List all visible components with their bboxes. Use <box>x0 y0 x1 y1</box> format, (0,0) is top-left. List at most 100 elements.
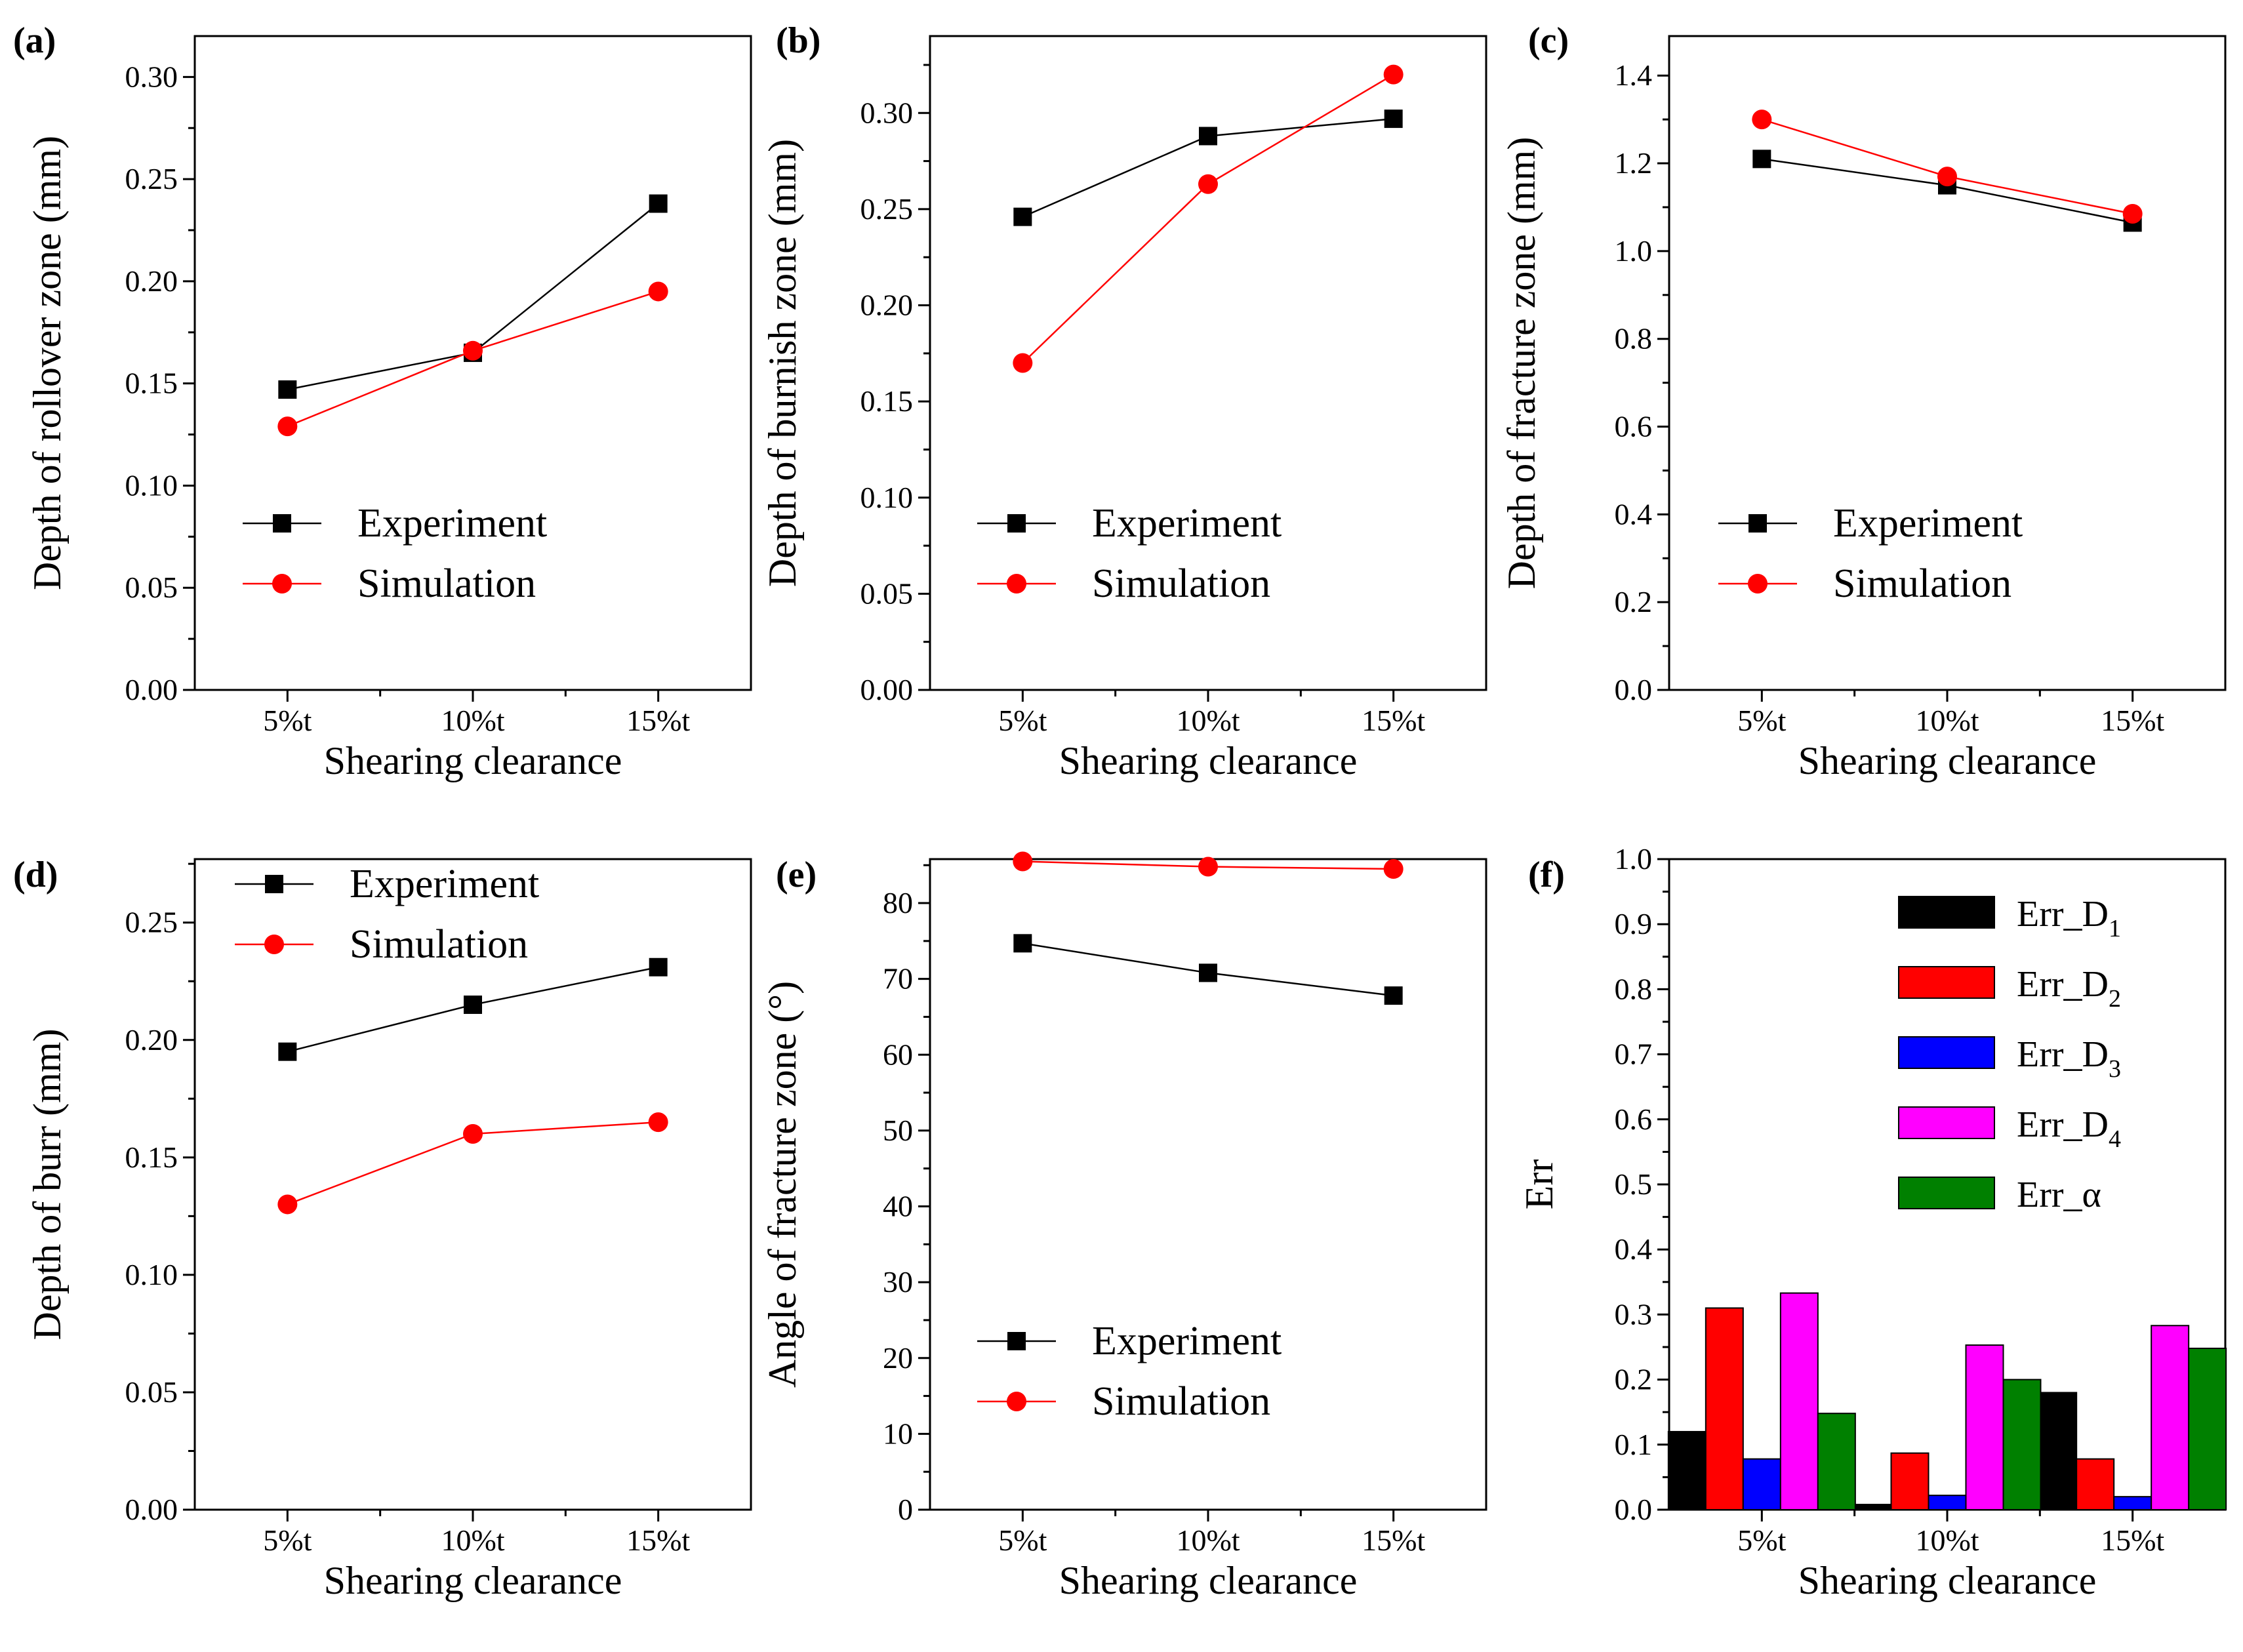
data-point-circle <box>1937 167 1957 187</box>
x-tick-label: 5%t <box>263 1523 312 1557</box>
bar <box>2076 1458 2115 1511</box>
data-point-square <box>649 194 668 213</box>
y-tick-label: 0.05 <box>125 571 178 604</box>
y-tick-label: 1.0 <box>1615 842 1653 876</box>
series-experiment <box>278 957 668 1061</box>
bar <box>2113 1496 2152 1510</box>
data-point-square <box>464 996 482 1015</box>
y-tick-label: 0.20 <box>125 264 178 298</box>
y-tick-label: 40 <box>883 1190 913 1223</box>
y-tick-label: 0.8 <box>1615 972 1653 1005</box>
y-tick-label: 0.3 <box>1615 1297 1653 1331</box>
legend-label: Simulation <box>1092 1379 1270 1424</box>
x-tick-label: 10%t <box>1176 1523 1240 1557</box>
data-point-circle <box>1013 353 1033 373</box>
data-point-square <box>1199 127 1217 146</box>
y-tick-label: 0.30 <box>860 96 914 129</box>
y-tick-label: 0.0 <box>1615 1493 1653 1526</box>
legend-label: Simulation <box>357 561 536 606</box>
data-point-circle <box>277 1194 298 1215</box>
y-tick-label: 0.25 <box>860 192 914 226</box>
legend-label-text: Err_D <box>2017 1104 2109 1145</box>
y-tick-label: 0.10 <box>125 1258 178 1291</box>
x-tick-label: 15%t <box>626 704 690 737</box>
chart-panel-e: (e) 0 10 20 30 40 50 60 70 80 5%t 10%t 15%tShearing … <box>761 851 1487 1602</box>
y-tick-label: 30 <box>883 1265 913 1299</box>
x-tick-label: 5%t <box>263 704 312 737</box>
data-point-circle <box>1013 851 1033 872</box>
y-tick-label: 0.0 <box>1615 673 1653 706</box>
y-tick-label: 0.2 <box>1615 585 1653 618</box>
legend-marker-square <box>273 514 291 533</box>
x-tick-label: 15%t <box>1362 704 1425 737</box>
chart-panel-c: (c) 0.0 0.2 0.4 0.6 0.8 1.0 1.2 1.4 5%t 10%t 15%tSh… <box>1500 20 2227 782</box>
bar <box>1965 1344 2004 1510</box>
legend-label-text: Err_D <box>2017 894 2109 935</box>
bar <box>2038 1392 2078 1510</box>
y-tick-label: 0.05 <box>860 576 914 610</box>
legend-marker-circle <box>264 935 284 954</box>
x-tick-label: 10%t <box>441 1523 504 1557</box>
bar-series-2 <box>1705 1307 2115 1511</box>
chart-panel-b: (b) 0.00 0.05 0.10 0.15 0.20 0.25 0.30 5%t 10%t 15… <box>761 20 1487 782</box>
legend-marker-square <box>1007 1332 1026 1350</box>
data-point-square <box>649 957 668 977</box>
legend-label: Err_D3 <box>2017 1034 2121 1083</box>
chart-panel-d: (d) 0.00 0.05 0.10 0.15 0.20 0.25 5%t 10%t 15%tSh… <box>13 855 752 1602</box>
y-tick-label: 0.15 <box>125 367 178 400</box>
series-simulation <box>1013 851 1404 879</box>
data-point-square <box>1199 963 1217 982</box>
legend-label: Experiment <box>1092 1319 1282 1363</box>
y-tick-label: 20 <box>883 1341 913 1375</box>
x-tick-label: 5%t <box>1737 704 1786 737</box>
panel-label: (d) <box>13 855 58 895</box>
bar-series-5 <box>1817 1347 2227 1511</box>
bar <box>2151 1325 2190 1511</box>
y-tick-label: 80 <box>883 886 913 919</box>
y-tick-label: 1.2 <box>1615 146 1653 180</box>
data-point-circle <box>463 340 483 361</box>
x-axis-title: Shearing clearance <box>324 739 622 782</box>
y-tick-label: 0.6 <box>1615 1102 1653 1136</box>
legend-label-subscript: 2 <box>2109 985 2121 1013</box>
y-tick-label: 0.7 <box>1615 1038 1653 1071</box>
data-point-circle <box>2122 203 2143 224</box>
x-tick-label: 5%t <box>998 1523 1047 1557</box>
y-axis-title: Depth of rollover zone (mm) <box>26 136 69 590</box>
y-tick-label: 0.6 <box>1615 410 1653 443</box>
bar <box>2002 1379 2042 1511</box>
x-axis-title: Shearing clearance <box>1059 739 1358 782</box>
y-axis-title: Depth of burnish zone (mm) <box>761 139 804 587</box>
legend-label-subscript: 3 <box>2109 1055 2121 1083</box>
legend-swatch <box>1898 1036 1995 1069</box>
series-simulation <box>1013 64 1404 373</box>
legend-marker-circle <box>272 574 292 594</box>
x-tick-label: 10%t <box>1915 704 1979 737</box>
legend-marker-square <box>1007 514 1026 533</box>
series-experiment <box>278 194 668 399</box>
x-tick-label: 15%t <box>626 1523 690 1557</box>
y-tick-label: 0.00 <box>860 673 914 706</box>
x-axis-title: Shearing clearance <box>324 1559 622 1602</box>
legend-swatch <box>1898 896 1995 929</box>
y-tick-label: 0.00 <box>125 673 178 706</box>
legend: Experiment Simulation <box>235 862 539 967</box>
y-tick-label: 0 <box>898 1493 913 1526</box>
legend-label-text: Err_D <box>2017 1034 2109 1075</box>
y-tick-label: 10 <box>883 1417 913 1450</box>
bar-series-1 <box>1667 1392 2078 1510</box>
series-line <box>1022 73 1394 364</box>
series-simulation <box>277 281 668 437</box>
y-tick-label: 0.20 <box>125 1023 178 1057</box>
legend-swatch <box>1898 1177 1995 1209</box>
y-tick-label: 0.15 <box>125 1140 178 1174</box>
y-axis-title: Depth of burr (mm) <box>26 1029 69 1340</box>
legend-label: Simulation <box>350 922 528 967</box>
y-tick-label: 0.15 <box>860 384 914 418</box>
legend: Experiment Simulation <box>1718 501 2023 606</box>
bar <box>1817 1413 1856 1511</box>
y-tick-label: 1.0 <box>1615 234 1653 268</box>
y-tick-label: 0.5 <box>1615 1167 1653 1201</box>
y-tick-label: 0.4 <box>1615 1232 1653 1266</box>
